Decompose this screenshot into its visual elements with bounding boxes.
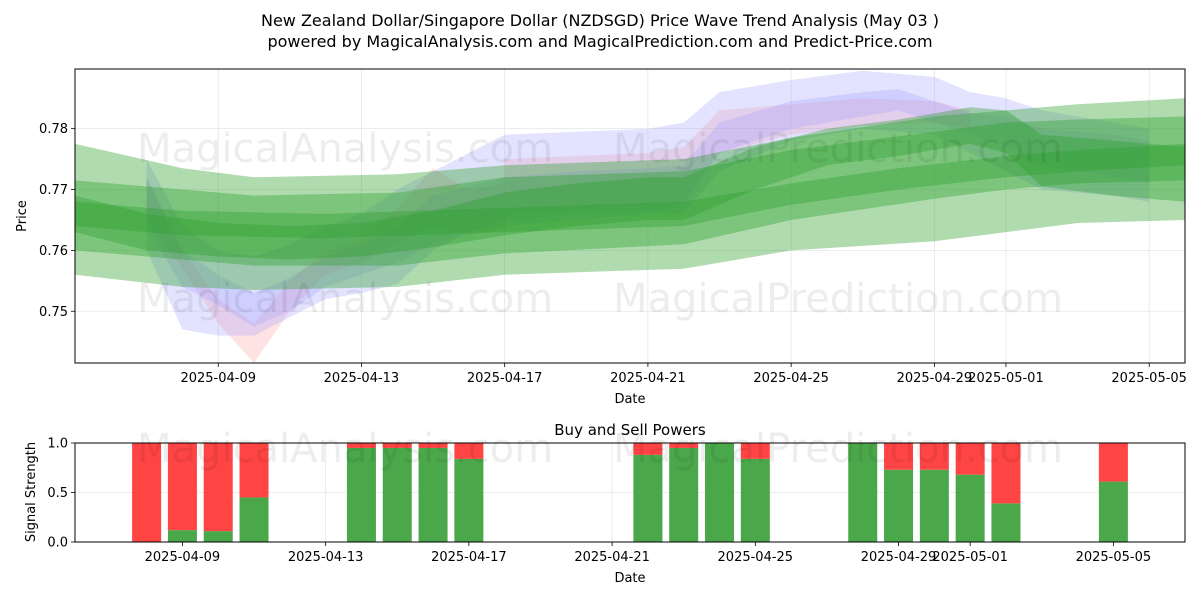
sell-bar xyxy=(418,443,448,448)
price-plot-area xyxy=(75,69,1185,363)
buy-bar xyxy=(382,447,412,542)
sell-bar xyxy=(382,443,412,448)
price-grid xyxy=(75,69,1185,363)
x-tick-label: 2025-04-13 xyxy=(288,550,364,565)
y-tick-label: 0.77 xyxy=(39,183,68,198)
sell-bar xyxy=(132,443,162,542)
sell-bar xyxy=(991,443,1021,504)
watermark-prediction-bottom: MagicalPrediction.com xyxy=(613,426,1063,472)
signal-x-ticks: 2025-04-09 2025-04-13 2025-04-17 2025-04-21… xyxy=(145,542,1152,565)
x-tick-label: 2025-04-21 xyxy=(610,371,686,386)
buy-bar xyxy=(346,447,376,542)
buy-bar xyxy=(705,443,735,542)
y-tick-label: 0.75 xyxy=(39,305,68,320)
watermark-prediction-mid: MagicalPrediction.com xyxy=(613,276,1063,322)
figure-title-line2: powered by MagicalAnalysis.com and Magic… xyxy=(267,32,932,51)
buy-bar xyxy=(633,454,663,542)
x-tick-label: 2025-05-05 xyxy=(1076,550,1152,565)
buy-bar xyxy=(884,469,914,542)
signal-y-axis-label: Signal Strength xyxy=(24,442,39,542)
buy-bar xyxy=(955,474,985,542)
buy-bar xyxy=(1098,481,1128,542)
x-tick-label: 2025-04-29 xyxy=(897,371,973,386)
price-band-green-1 xyxy=(75,116,1185,266)
sell-bar xyxy=(884,443,914,470)
x-tick-label: 2025-04-09 xyxy=(145,550,221,565)
price-plot-frame xyxy=(74,68,1186,364)
x-tick-label: 2025-05-01 xyxy=(968,371,1044,386)
x-tick-label: 2025-04-13 xyxy=(324,371,400,386)
price-y-ticks: 0.75 0.76 0.77 0.78 xyxy=(39,122,75,320)
signal-y-ticks: 0.0 0.5 1.0 xyxy=(47,437,75,551)
sell-bar xyxy=(346,443,376,448)
x-tick-label: 2025-04-21 xyxy=(574,550,650,565)
buy-bar xyxy=(669,447,699,542)
buy-bar xyxy=(239,497,269,542)
price-band-green-0 xyxy=(75,98,1185,290)
buy-bar xyxy=(740,458,770,542)
sell-bar xyxy=(955,443,985,475)
x-tick-label: 2025-05-01 xyxy=(932,550,1008,565)
price-band-blue-6 xyxy=(146,70,1150,336)
price-x-ticks: 2025-04-09 2025-04-13 2025-04-17 2025-04-21… xyxy=(180,363,1187,386)
y-tick-label: 0.78 xyxy=(39,122,68,137)
sell-bar xyxy=(633,443,663,455)
buy-bar xyxy=(203,531,233,542)
sell-bar xyxy=(454,443,484,459)
x-tick-label: 2025-04-17 xyxy=(467,371,543,386)
buy-bar xyxy=(454,458,484,542)
buy-bar xyxy=(991,503,1021,542)
sell-bar xyxy=(167,443,197,531)
y-tick-label: 0.5 xyxy=(47,486,68,501)
x-tick-label: 2025-04-25 xyxy=(753,371,829,386)
signal-x-axis-label: Date xyxy=(614,571,645,586)
price-x-axis-label: Date xyxy=(614,392,645,407)
y-tick-label: 1.0 xyxy=(47,437,68,452)
sell-bar xyxy=(740,443,770,459)
signal-chart-title: Buy and Sell Powers xyxy=(554,421,706,439)
sell-bar xyxy=(1098,443,1128,482)
buy-bar xyxy=(848,443,878,542)
x-tick-label: 2025-04-25 xyxy=(718,550,794,565)
price-band-green-2 xyxy=(75,107,1185,260)
watermark-analysis-mid: MagicalAnalysis.com xyxy=(137,276,553,322)
buy-bar xyxy=(919,469,949,542)
price-band-blue-7 xyxy=(146,89,1150,327)
price-band-red-5 xyxy=(504,98,971,214)
y-tick-label: 0.0 xyxy=(47,536,68,551)
sell-bar xyxy=(919,443,949,470)
x-tick-label: 2025-05-05 xyxy=(1111,371,1187,386)
sell-bar xyxy=(669,443,699,448)
sell-bar xyxy=(203,443,233,532)
x-tick-label: 2025-04-09 xyxy=(180,371,256,386)
x-tick-label: 2025-04-29 xyxy=(861,550,937,565)
sell-bar xyxy=(239,443,269,498)
watermark-prediction-top: MagicalPrediction.com xyxy=(613,126,1063,172)
y-tick-label: 0.76 xyxy=(39,244,68,259)
x-tick-label: 2025-04-17 xyxy=(431,550,507,565)
price-bands xyxy=(75,70,1185,363)
price-wave-chart: MagicalAnalysis.com MagicalPrediction.co… xyxy=(15,68,1187,407)
watermark-analysis-bottom: MagicalAnalysis.com xyxy=(137,426,553,472)
price-band-red-4 xyxy=(146,168,505,363)
buy-bar xyxy=(418,447,448,542)
buy-bar xyxy=(167,530,197,542)
price-band-green-3 xyxy=(75,143,1185,239)
price-y-axis-label: Price xyxy=(15,200,30,232)
figure-title-line1: New Zealand Dollar/Singapore Dollar (NZD… xyxy=(261,11,939,30)
watermark-analysis-top: MagicalAnalysis.com xyxy=(137,126,553,172)
signal-bars xyxy=(132,443,1128,542)
signal-strength-chart: Buy and Sell Powers MagicalAnalysis.com … xyxy=(24,421,1186,586)
